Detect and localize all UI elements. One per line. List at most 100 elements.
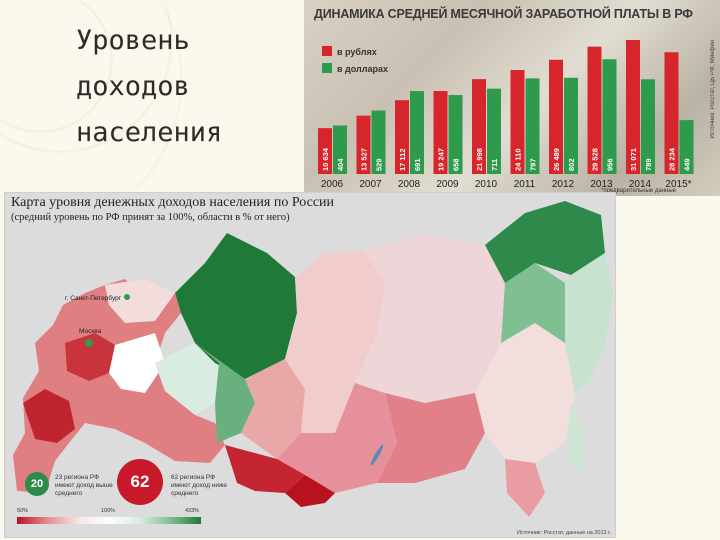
city-label-spb: г. Санкт-Петербург <box>65 295 122 302</box>
map-region-sakhalin <box>567 403 585 473</box>
map-region-chukotka <box>485 201 605 283</box>
map-region-irkutsk <box>277 383 397 493</box>
label-usd-2011: 797 <box>529 158 538 171</box>
tick-label-2008: 2008 <box>398 179 421 190</box>
map-region-magadan <box>501 263 565 343</box>
bar-rub-2007 <box>356 115 371 174</box>
above-average-count: 20 <box>25 472 49 496</box>
tick-label-2010: 2010 <box>475 179 498 190</box>
tick-label-2013: 2013 <box>590 179 613 190</box>
legend-usd: в долларах <box>322 63 388 74</box>
map-title: Карта уровня денежных доходов населения … <box>11 195 335 210</box>
background-decoration <box>0 0 300 190</box>
bar-usd-2008 <box>410 91 424 174</box>
salary-chart-panel: ДИНАМИКА СРЕДНЕЙ МЕСЯЧНОЙ ЗАРАБОТНОЙ ПЛА… <box>304 0 720 196</box>
map-subtitle: (средний уровень по РФ принят за 100%, о… <box>11 212 290 223</box>
bar-rub-2008 <box>395 100 409 174</box>
label-usd-2010: 711 <box>490 159 499 171</box>
moscow-marker <box>85 339 93 347</box>
map-region-volga <box>155 343 219 415</box>
bar-rub-2015* <box>664 52 679 174</box>
bar-usd-2012 <box>564 77 578 174</box>
below-average-text: 62 региона РФ имеют доход ниже среднего <box>171 474 227 497</box>
tick-label-2011: 2011 <box>514 179 536 190</box>
map-region-siberia-west <box>241 359 305 459</box>
label-usd-2006: 404 <box>336 158 345 171</box>
russia-map <box>13 201 613 517</box>
tick-label-2007: 2007 <box>359 179 382 190</box>
legend-usd-swatch <box>322 63 332 73</box>
salary-chart-title: ДИНАМИКА СРЕДНЕЙ МЕСЯЧНОЙ ЗАРАБОТНОЙ ПЛА… <box>314 7 693 21</box>
baikal-lake <box>370 444 384 466</box>
bar-usd-2011 <box>525 78 540 174</box>
map-region-primorye <box>505 459 545 517</box>
bar-rub-2014 <box>626 40 640 174</box>
scale-min-label: 50% <box>17 508 29 514</box>
bar-rub-2009 <box>433 90 448 174</box>
bar-usd-2015* <box>679 120 694 174</box>
label-rub-2009: 19 247 <box>437 148 446 171</box>
map-region-center <box>109 333 165 393</box>
legend-rub: в рублях <box>322 46 377 57</box>
above-average-text: 23 региона РФ имеют доход выше среднего <box>55 474 113 497</box>
map-source: Источник: Росстат, данные на 2013 г. <box>516 530 611 536</box>
map-region-transbaikal <box>377 393 485 483</box>
label-rub-2006: 10 634 <box>321 147 330 171</box>
bar-usd-2007 <box>371 110 386 174</box>
map-region-urals <box>195 343 255 443</box>
bar-rub-2012 <box>549 59 563 174</box>
label-rub-2011: 24 110 <box>514 148 523 171</box>
scale-max-label: 433% <box>185 508 200 514</box>
bar-usd-2013 <box>602 59 617 174</box>
map-region-altai <box>225 445 305 493</box>
label-usd-2012: 802 <box>567 158 576 171</box>
below-average-count: 62 <box>117 459 163 505</box>
bar-usd-2006 <box>333 125 347 174</box>
bar-rub-2011 <box>510 70 525 174</box>
label-rub-2012: 26 489 <box>552 148 561 171</box>
tick-label-2009: 2009 <box>436 179 459 190</box>
bar-usd-2009 <box>448 95 463 174</box>
bar-rub-2013 <box>587 46 602 174</box>
label-rub-2015*: 28 234 <box>668 147 677 171</box>
bar-rub-2006 <box>318 128 332 174</box>
map-region-yamal <box>175 233 297 379</box>
label-rub-2010: 21 998 <box>475 148 484 171</box>
city-label-moscow: Москва <box>79 328 102 335</box>
map-region-krasnoyarsk <box>285 251 385 433</box>
tick-label-2012: 2012 <box>552 179 575 190</box>
label-rub-2007: 13 527 <box>360 148 369 171</box>
spb-marker <box>124 294 130 300</box>
label-rub-2008: 17 112 <box>398 148 407 171</box>
bar-usd-2014 <box>641 79 655 174</box>
label-rub-2014: 31 071 <box>629 148 638 171</box>
label-usd-2014: 789 <box>644 158 653 171</box>
tick-label-2006: 2006 <box>321 179 344 190</box>
bar-rub-2010 <box>472 79 486 174</box>
map-region-far-east <box>475 323 575 463</box>
legend-rub-swatch <box>322 46 332 56</box>
scale-mid-label: 100% <box>101 508 116 514</box>
label-usd-2008: 691 <box>413 158 422 171</box>
legend-rub-label: в рублях <box>337 47 377 57</box>
map-region-kamchatka <box>565 253 613 393</box>
salary-footnote: *предварительные данные <box>601 188 676 194</box>
tick-label-2014: 2014 <box>629 179 652 190</box>
label-rub-2013: 29 528 <box>591 148 600 171</box>
bar-usd-2010 <box>487 88 501 174</box>
map-region-tuva <box>285 475 335 507</box>
label-usd-2007: 529 <box>375 158 384 171</box>
legend-usd-label: в долларах <box>337 64 388 74</box>
map-region-moscow <box>65 333 115 381</box>
salary-chart-svg: 10 634 404 2006 13 527 529 2007 17 112 691 2008 1… <box>318 40 694 190</box>
tick-label-2015*: 2015* <box>665 179 691 190</box>
map-region-south <box>23 389 75 443</box>
income-color-scale <box>17 517 201 524</box>
label-usd-2009: 658 <box>452 158 461 171</box>
label-usd-2013: 956 <box>606 158 615 171</box>
map-region-northwest <box>105 279 175 323</box>
map-region-yakutia <box>355 233 505 403</box>
label-usd-2015*: 449 <box>683 158 692 171</box>
income-map-panel: Карта уровня денежных доходов населения … <box>4 192 616 538</box>
salary-source: Источник: Росстат, ЦБ РФ, Минфин <box>710 40 716 139</box>
